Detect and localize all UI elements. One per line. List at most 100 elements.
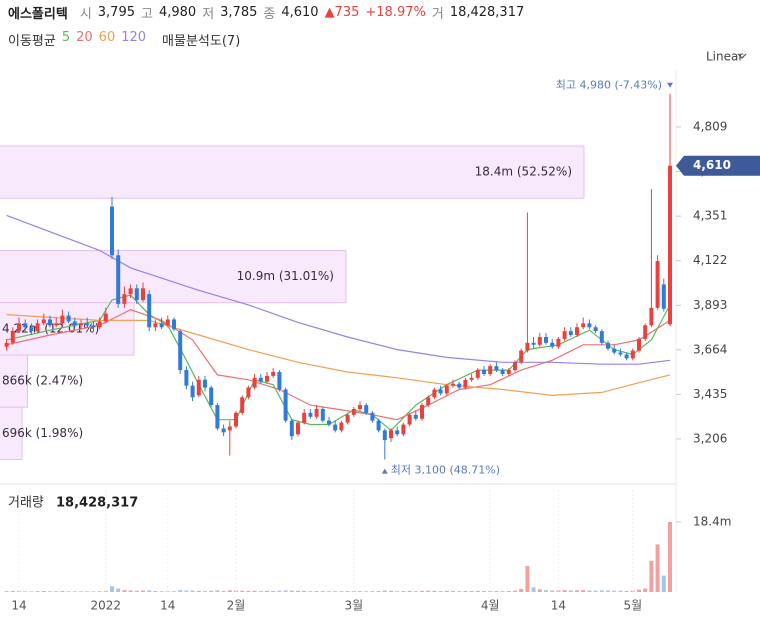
candle-body <box>624 354 629 359</box>
volume-bar <box>469 591 474 592</box>
legend-entry: 5 <box>61 30 71 45</box>
volume-bar <box>23 591 28 592</box>
volume-bar <box>426 590 431 592</box>
quote-value: 3,785 <box>220 4 258 20</box>
volume-bar <box>482 591 486 592</box>
candle-body <box>351 408 356 415</box>
volume-bar <box>661 575 666 592</box>
candle-body <box>296 422 300 435</box>
candle-body <box>345 414 350 423</box>
candle-body <box>358 405 362 409</box>
volume-bar <box>227 590 232 592</box>
volume-bar <box>54 591 59 592</box>
volume-bar <box>513 590 517 592</box>
candle-body <box>413 414 418 419</box>
candle-body <box>581 323 586 328</box>
price-area: 18.4m (52.52%)10.9m (31.01%)4.22m (12.01… <box>0 93 672 461</box>
volume-bar <box>289 590 294 592</box>
candle-body <box>482 370 486 374</box>
volume-bar <box>134 590 139 592</box>
volume-bar <box>575 590 579 592</box>
candle-body <box>643 325 648 339</box>
volume-bar <box>599 590 604 592</box>
last-price-tag <box>676 155 760 176</box>
candle-body <box>612 348 617 353</box>
candle-body <box>593 327 598 332</box>
candle-body <box>395 430 400 435</box>
volume-profile-bar <box>0 250 347 304</box>
volume-bar <box>544 590 548 592</box>
volume-bar <box>246 590 251 592</box>
volume-bar <box>457 591 462 592</box>
candle-body <box>302 412 307 423</box>
candle-body <box>463 379 468 388</box>
volume-bar <box>655 544 660 592</box>
candle-body <box>17 323 21 332</box>
quote-label: 종 <box>263 6 276 22</box>
volume-bar <box>258 591 263 592</box>
volume-bar <box>376 591 381 592</box>
volume-bar <box>277 590 282 592</box>
candle-body <box>339 422 344 431</box>
change: ▲735 <box>324 4 360 20</box>
volume-bar <box>382 590 387 592</box>
candle-body <box>141 288 145 301</box>
candle-body <box>320 408 325 421</box>
candle-body <box>376 420 381 431</box>
legend-title: 이동평균 <box>8 34 56 49</box>
candle-body <box>618 352 623 355</box>
volume-bar <box>184 590 189 592</box>
volume-bar <box>519 588 524 592</box>
candle-body <box>537 336 542 345</box>
volume-bar <box>345 591 350 592</box>
candle-body <box>184 370 189 386</box>
x-tick-label: 14 <box>160 599 175 613</box>
candle-body <box>35 323 40 332</box>
candle-body <box>556 338 561 347</box>
candle-body <box>203 379 207 388</box>
candle-body <box>23 323 28 328</box>
candle-body <box>258 377 263 382</box>
candle-body <box>550 342 555 347</box>
volume-bar <box>451 591 455 592</box>
candle-body <box>60 315 65 324</box>
moving-average-line <box>6 214 671 365</box>
volume-bar <box>327 591 331 592</box>
candle-body <box>277 372 282 390</box>
volume-profile-label: 696k (1.98%) <box>2 426 83 440</box>
candle-body <box>91 325 96 328</box>
candle-body <box>314 408 319 417</box>
volume-bar <box>85 591 90 592</box>
volume-bar <box>370 591 375 592</box>
volume-bar <box>463 590 468 592</box>
quote-value: 4,980 <box>158 4 197 20</box>
candle-body <box>240 397 245 413</box>
volume-bar <box>10 591 15 592</box>
candle-body <box>227 426 232 431</box>
candle-body <box>97 321 102 328</box>
volume-bar <box>271 591 276 592</box>
volume-bar <box>79 591 83 592</box>
x-tick-label: 4월 <box>481 599 500 613</box>
volume-bar <box>141 590 145 592</box>
candle-body <box>587 323 592 328</box>
volume-bar <box>364 591 369 592</box>
candle-body <box>562 331 567 339</box>
candle-body <box>153 323 158 328</box>
volume-bar <box>407 590 412 592</box>
candle-body <box>432 389 437 398</box>
volume-bar <box>97 591 102 592</box>
candle-body <box>66 315 71 322</box>
candle-body <box>438 389 443 394</box>
candle-body <box>190 385 195 398</box>
volume-profile-label: 866k (2.47%) <box>2 374 83 388</box>
y-tick-label: 3,664 <box>693 342 727 356</box>
volume-bar <box>531 587 536 592</box>
volume-profile-label: 18.4m (52.52%) <box>475 165 572 179</box>
moving-average-line <box>6 294 671 432</box>
volume-bar <box>128 590 133 592</box>
volume-bar <box>475 590 480 592</box>
candle-body <box>568 331 573 336</box>
volume-bar <box>283 590 288 592</box>
